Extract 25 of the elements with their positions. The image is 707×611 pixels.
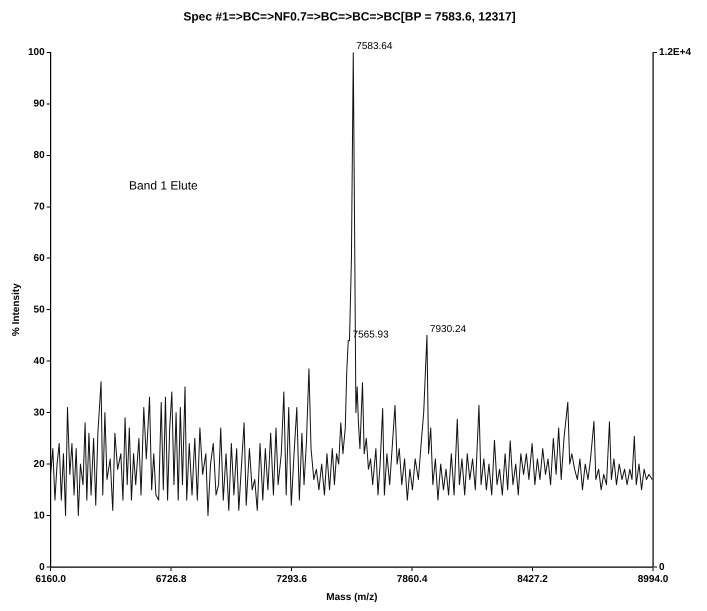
y-tick-label: 80 [34,150,46,162]
y-tick-label: 90 [34,98,46,110]
y-tick-label: 60 [34,252,46,264]
y-tick-label: 40 [34,356,46,367]
x-tick-label: 6726.8 [156,574,187,585]
annotation: 7930.24 [430,324,467,336]
chart-title: Spec #1=>BC=>NF0.7=>BC=>BC=>BC[BP = 7583.6, 12317] [183,10,516,24]
y-tick-label: 70 [34,202,46,213]
x-tick-label: 8994.0 [638,574,669,585]
y2-tick-label: 1.2E+4 [659,47,692,58]
x-tick-label: 6160.0 [35,574,66,585]
x-tick-label: 7860.4 [396,574,428,585]
y2-tick-label: 0 [659,562,666,573]
x-tick-label: 8427.2 [517,574,548,585]
y-tick-label: 30 [34,407,46,418]
annotation: Band 1 Elute [128,178,198,193]
y-axis-title: % Intensity [10,282,22,336]
y-tick-label: 0 [39,562,46,573]
y-tick-label: 20 [34,458,46,470]
y-tick-label: 50 [34,304,46,316]
y-tick-label: 10 [34,510,46,522]
annotation: 7583.64 [356,41,393,52]
x-tick-label: 7293.6 [276,574,308,585]
y-tick-label: 100 [28,47,46,58]
x-axis-title: Mass (m/z) [326,592,378,603]
